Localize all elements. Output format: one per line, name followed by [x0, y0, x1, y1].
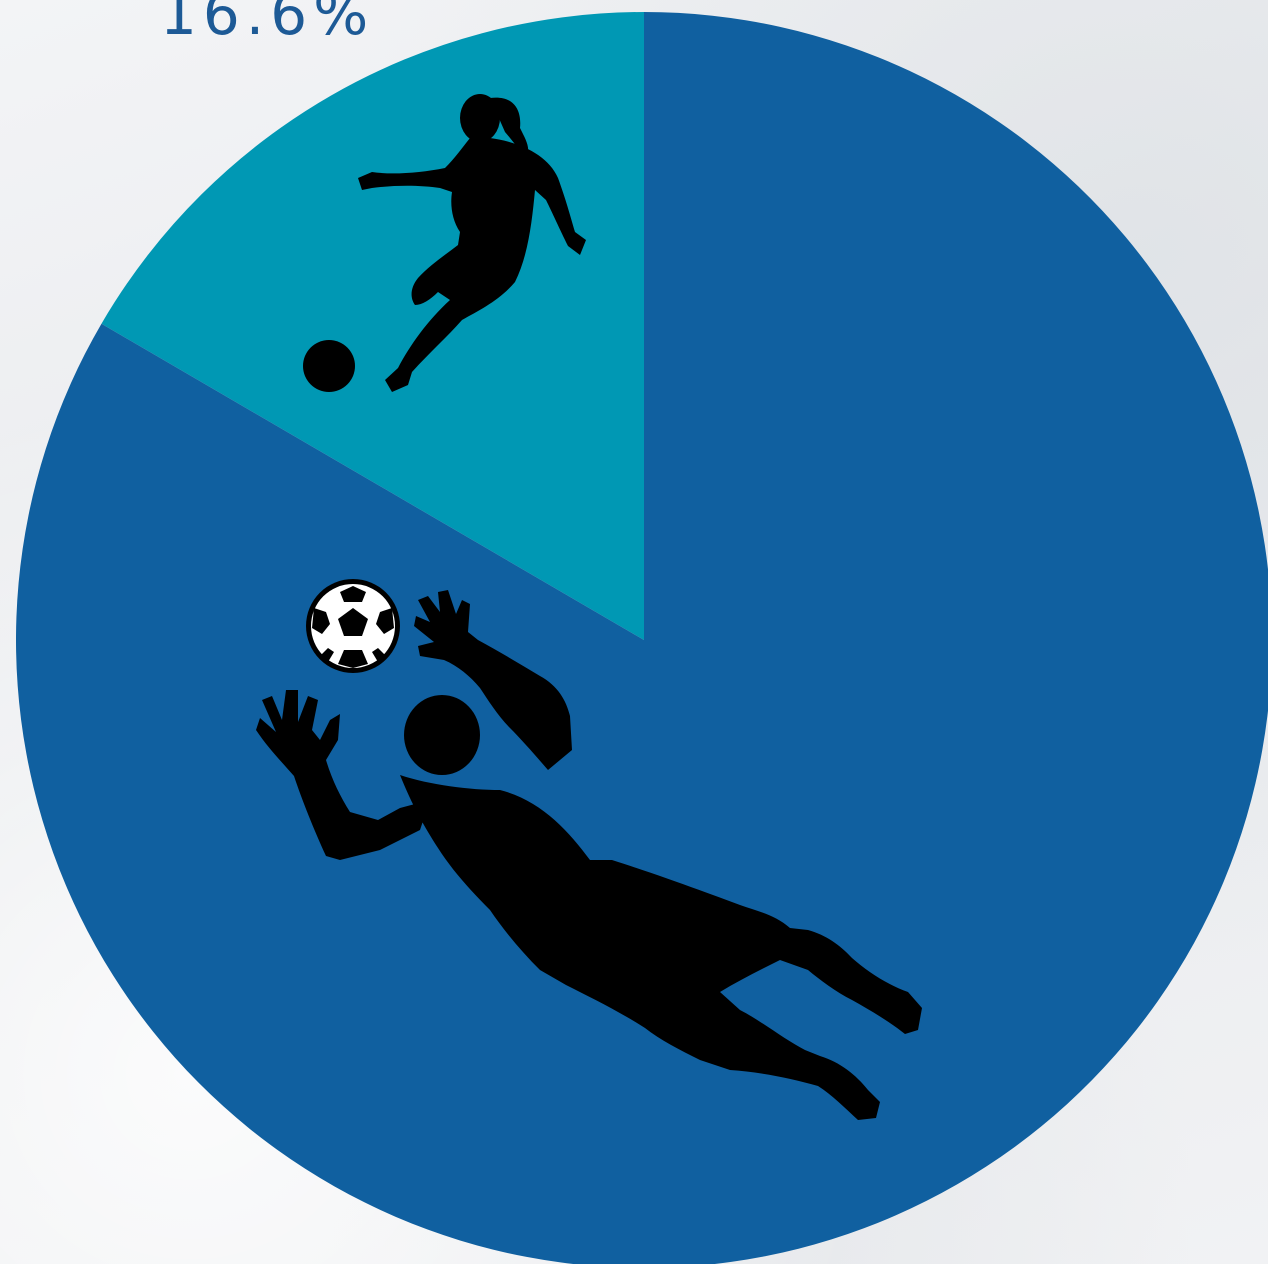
pie-slice-1	[16, 12, 1268, 1264]
slice-label-0: 16.6%	[160, 0, 374, 48]
soccer-ball-icon	[306, 579, 400, 673]
slices-layer	[16, 12, 1268, 1264]
kicking-player-icon	[303, 94, 586, 392]
goalkeeper-diving-icon	[256, 579, 922, 1120]
